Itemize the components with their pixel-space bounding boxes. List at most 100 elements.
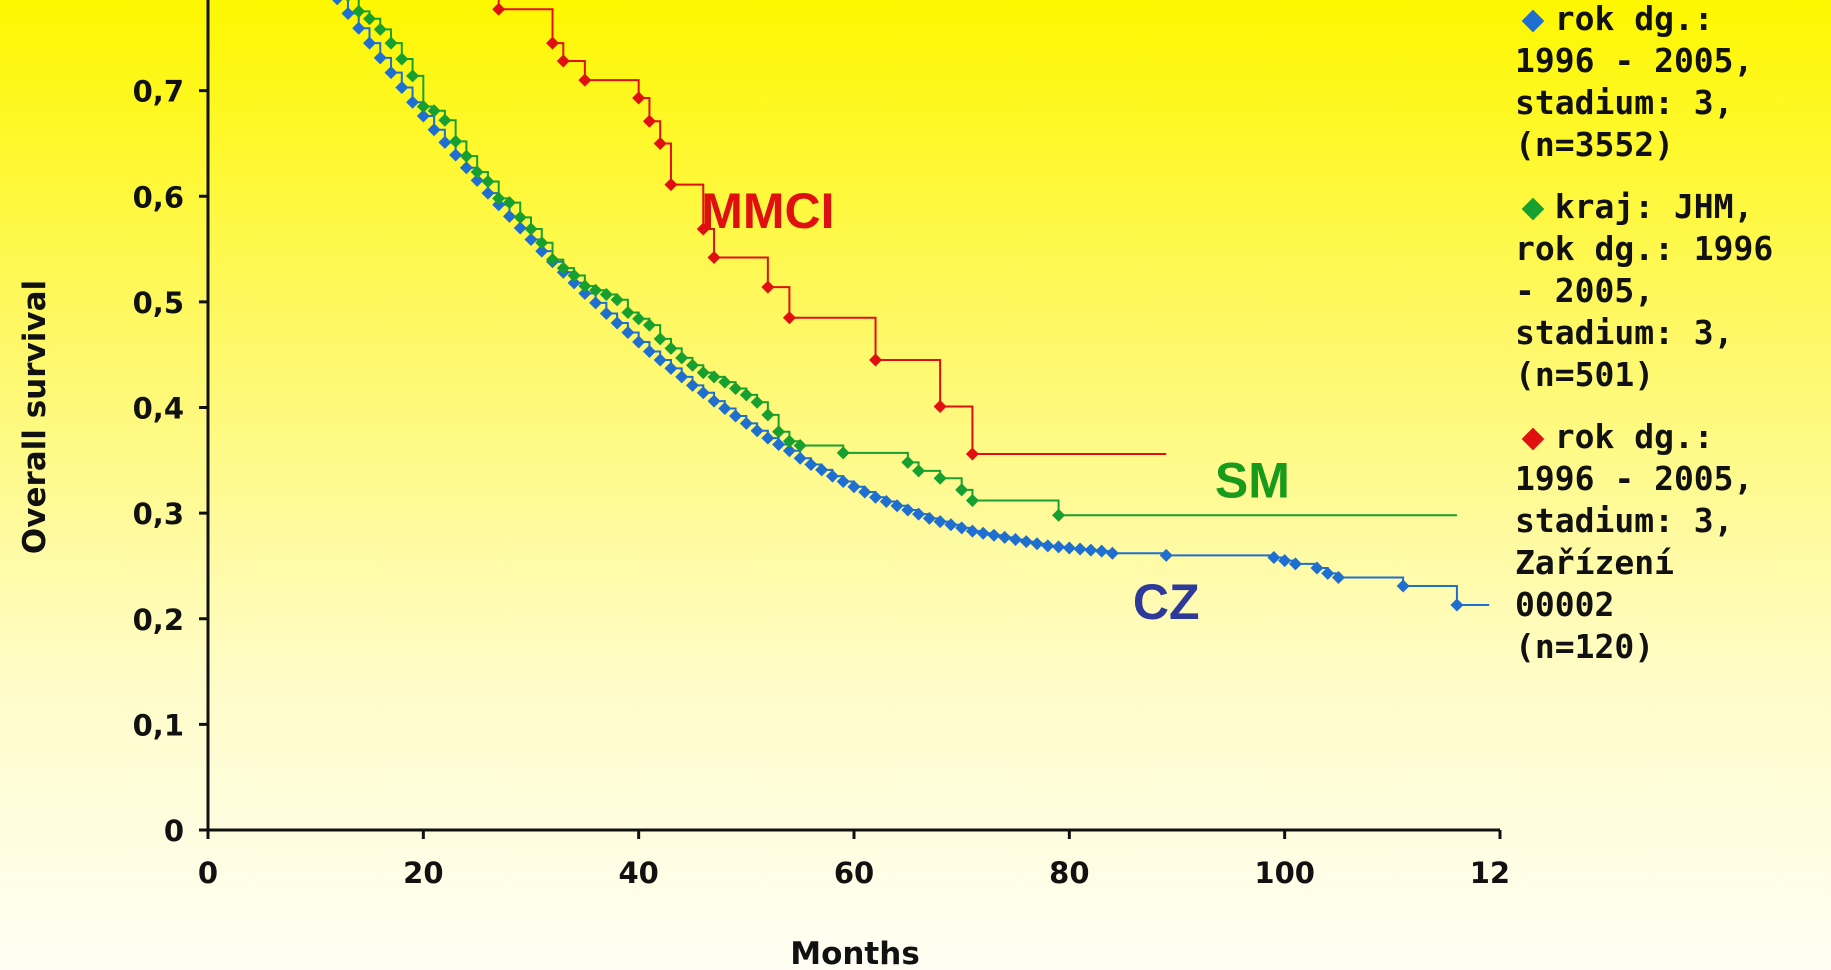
data-point	[782, 434, 796, 448]
data-point	[621, 326, 635, 340]
data-point	[718, 375, 732, 389]
data-point	[1332, 571, 1345, 585]
curve-labels: CZ SM MMCI	[701, 183, 1290, 630]
data-point	[578, 73, 592, 87]
data-point	[345, 0, 351, 3]
data-point	[1288, 557, 1302, 571]
data-point	[427, 104, 441, 118]
data-point	[524, 233, 538, 247]
series-line	[497, 0, 1167, 455]
data-point	[373, 51, 387, 65]
data-point	[427, 123, 441, 137]
data-point	[459, 161, 473, 175]
data-point	[1030, 537, 1044, 551]
data-point	[513, 221, 527, 235]
data-point	[599, 306, 613, 320]
data-point	[750, 395, 764, 409]
data-point	[1450, 598, 1464, 612]
data-point	[406, 95, 420, 109]
data-point	[449, 134, 463, 148]
data-point	[642, 345, 656, 359]
data-point	[1073, 542, 1087, 556]
y-tick-label: 0,5	[133, 286, 184, 320]
data-point	[470, 165, 484, 179]
data-point	[912, 464, 926, 478]
data-point	[395, 52, 409, 66]
y-tick-label: 0	[164, 814, 184, 848]
data-point	[406, 69, 420, 83]
data-point	[352, 4, 366, 18]
data-point	[1041, 539, 1055, 553]
data-point	[1052, 540, 1066, 554]
data-point	[739, 388, 753, 402]
data-point	[1278, 554, 1292, 568]
y-tick-label: 0,2	[133, 603, 184, 637]
data-point	[772, 425, 786, 439]
data-point	[696, 366, 710, 380]
data-point	[815, 463, 829, 477]
x-tick-label: 60	[834, 856, 874, 890]
y-tick-label: 0,6	[133, 180, 184, 214]
data-point	[331, 0, 343, 6]
data-point	[653, 136, 667, 150]
legend-item-cz: rok dg.: 1996 - 2005, stadium: 3, (n=355…	[1515, 0, 1831, 166]
data-point	[1062, 541, 1076, 555]
series-cz	[331, 0, 1490, 612]
data-point	[772, 437, 786, 451]
data-point	[1310, 561, 1324, 575]
data-point	[589, 296, 603, 310]
y-tick-label: 0,7	[133, 75, 184, 109]
data-point	[599, 287, 613, 301]
data-point	[556, 54, 570, 68]
data-point	[470, 173, 484, 187]
data-point	[847, 480, 861, 494]
x-tick-label: 100	[1254, 856, 1315, 890]
data-point	[987, 528, 1001, 542]
curve-label-mmci: MMCI	[701, 183, 834, 239]
data-point	[502, 209, 516, 223]
data-point	[933, 399, 947, 413]
data-point	[1052, 508, 1066, 522]
data-point	[642, 318, 656, 332]
data-point	[1267, 550, 1281, 564]
data-point	[610, 316, 624, 330]
data-point	[707, 370, 721, 384]
data-point	[879, 495, 893, 509]
survival-chart: 0 20 40 60 80 100 120 0 0,1 0,2 0,3 0,4 0,5 0,6 0,7 0,8…	[17, 0, 1510, 970]
data-point	[729, 381, 743, 395]
data-point	[825, 469, 839, 483]
data-point	[707, 394, 721, 408]
data-point	[384, 36, 398, 50]
data-point	[363, 36, 376, 50]
data-point	[804, 458, 818, 472]
data-point	[718, 402, 732, 416]
data-point	[481, 174, 495, 188]
data-point	[869, 353, 883, 367]
y-tick-label: 0,8	[133, 0, 184, 3]
data-point	[686, 358, 699, 372]
legend: rok dg.: 1996 - 2005, stadium: 3, (n=355…	[1515, 0, 1831, 688]
data-point	[686, 378, 699, 392]
data-point	[976, 526, 990, 540]
data-point	[890, 499, 904, 513]
data-point	[1084, 543, 1098, 557]
data-point	[707, 251, 721, 265]
data-point	[998, 530, 1012, 544]
data-point	[546, 36, 560, 50]
data-point	[513, 210, 527, 224]
data-point	[352, 21, 366, 35]
legend-item-mmci: rok dg.: 1996 - 2005, stadium: 3, Zaříze…	[1515, 416, 1831, 668]
y-tick-label: 0,4	[133, 392, 184, 426]
data-point	[395, 80, 409, 94]
data-point	[632, 335, 646, 349]
data-point	[901, 455, 915, 469]
data-point	[556, 261, 570, 275]
curves	[331, 0, 1490, 612]
data-point	[341, 7, 355, 21]
data-point	[384, 66, 398, 80]
data-point	[965, 447, 979, 461]
data-point	[944, 518, 958, 532]
data-point	[901, 503, 915, 517]
data-point	[836, 446, 850, 460]
y-tick-label: 0,3	[133, 497, 184, 531]
